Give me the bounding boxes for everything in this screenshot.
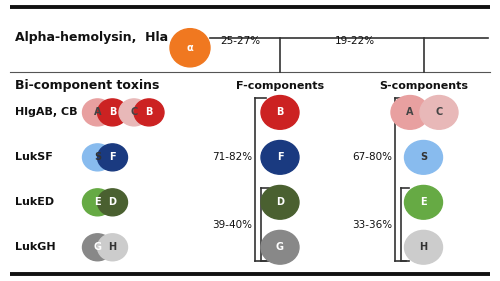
Text: B: B — [109, 107, 116, 117]
Text: H: H — [420, 242, 428, 252]
Text: B: B — [146, 107, 152, 117]
Text: S: S — [420, 152, 427, 162]
Ellipse shape — [82, 99, 112, 126]
Ellipse shape — [82, 189, 112, 216]
Text: F: F — [276, 152, 283, 162]
Text: 25-27%: 25-27% — [220, 36, 260, 46]
Text: C: C — [130, 107, 138, 117]
Ellipse shape — [119, 99, 149, 126]
Text: LukGH: LukGH — [15, 242, 56, 252]
Text: H: H — [108, 242, 116, 252]
Text: Bi-component toxins: Bi-component toxins — [15, 79, 160, 92]
Text: LukED: LukED — [15, 197, 54, 207]
Text: E: E — [420, 197, 427, 207]
Text: 67-80%: 67-80% — [352, 152, 393, 162]
Ellipse shape — [98, 144, 128, 171]
Text: A: A — [94, 107, 101, 117]
Ellipse shape — [98, 234, 128, 261]
Text: D: D — [276, 197, 284, 207]
Text: LukSF: LukSF — [15, 152, 53, 162]
Ellipse shape — [134, 99, 164, 126]
Text: F: F — [109, 152, 116, 162]
Ellipse shape — [98, 99, 128, 126]
Text: HlgAB, CB: HlgAB, CB — [15, 107, 78, 117]
Text: C: C — [436, 107, 442, 117]
Text: Alpha-hemolysin,  Hla: Alpha-hemolysin, Hla — [15, 31, 168, 44]
Text: G: G — [94, 242, 102, 252]
Text: S-components: S-components — [379, 81, 468, 91]
Ellipse shape — [404, 230, 442, 264]
Text: F-components: F-components — [236, 81, 324, 91]
Text: 39-40%: 39-40% — [212, 220, 252, 230]
Ellipse shape — [261, 230, 299, 264]
Ellipse shape — [261, 96, 299, 129]
Text: D: D — [108, 197, 116, 207]
Text: 33-36%: 33-36% — [352, 220, 393, 230]
Ellipse shape — [404, 185, 442, 219]
Text: S: S — [94, 152, 101, 162]
Ellipse shape — [82, 144, 112, 171]
Ellipse shape — [261, 140, 299, 174]
Ellipse shape — [404, 140, 442, 174]
Ellipse shape — [98, 189, 128, 216]
Ellipse shape — [391, 96, 429, 129]
Ellipse shape — [82, 234, 112, 261]
Text: G: G — [276, 242, 284, 252]
Text: E: E — [94, 197, 101, 207]
Text: B: B — [276, 107, 283, 117]
Text: A: A — [406, 107, 414, 117]
Ellipse shape — [261, 185, 299, 219]
Ellipse shape — [420, 96, 458, 129]
Text: 19-22%: 19-22% — [335, 36, 375, 46]
Text: 71-82%: 71-82% — [212, 152, 252, 162]
Ellipse shape — [170, 29, 210, 67]
Text: α: α — [186, 43, 194, 53]
